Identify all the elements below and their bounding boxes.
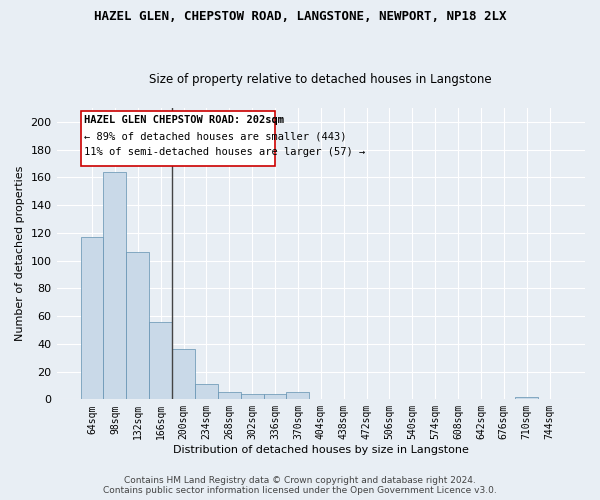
Bar: [241, 394, 263, 400]
Bar: [127, 252, 149, 400]
Bar: [263, 394, 286, 400]
Bar: [286, 392, 310, 400]
Bar: [80, 237, 103, 400]
Bar: [103, 172, 127, 400]
Text: Contains HM Land Registry data © Crown copyright and database right 2024.
Contai: Contains HM Land Registry data © Crown c…: [103, 476, 497, 495]
Bar: [218, 392, 241, 400]
Title: Size of property relative to detached houses in Langstone: Size of property relative to detached ho…: [149, 73, 492, 86]
Bar: [149, 322, 172, 400]
Text: HAZEL GLEN, CHEPSTOW ROAD, LANGSTONE, NEWPORT, NP18 2LX: HAZEL GLEN, CHEPSTOW ROAD, LANGSTONE, NE…: [94, 10, 506, 23]
FancyBboxPatch shape: [80, 111, 275, 166]
Bar: [515, 396, 538, 400]
Text: ← 89% of detached houses are smaller (443): ← 89% of detached houses are smaller (44…: [84, 132, 346, 141]
Text: HAZEL GLEN CHEPSTOW ROAD: 202sqm: HAZEL GLEN CHEPSTOW ROAD: 202sqm: [84, 115, 284, 125]
Text: 11% of semi-detached houses are larger (57) →: 11% of semi-detached houses are larger (…: [84, 147, 365, 157]
Y-axis label: Number of detached properties: Number of detached properties: [15, 166, 25, 342]
X-axis label: Distribution of detached houses by size in Langstone: Distribution of detached houses by size …: [173, 445, 469, 455]
Bar: [172, 350, 195, 400]
Bar: [195, 384, 218, 400]
